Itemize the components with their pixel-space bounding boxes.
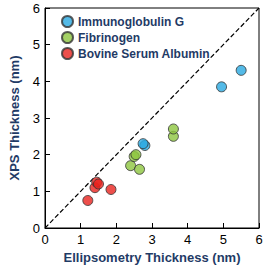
svg-text:3: 3 — [148, 232, 155, 247]
svg-text:1: 1 — [33, 184, 40, 199]
svg-text:3: 3 — [33, 111, 40, 126]
svg-text:0: 0 — [41, 232, 48, 247]
svg-text:2: 2 — [33, 147, 40, 162]
svg-text:1: 1 — [77, 232, 84, 247]
svg-text:5: 5 — [33, 37, 40, 52]
svg-text:Immunoglobulin G: Immunoglobulin G — [78, 15, 184, 29]
svg-text:5: 5 — [220, 232, 227, 247]
svg-text:Bovine Serum Albumin: Bovine Serum Albumin — [78, 47, 210, 61]
svg-text:Fibrinogen: Fibrinogen — [78, 31, 140, 45]
svg-text:6: 6 — [255, 232, 262, 247]
svg-text:0: 0 — [33, 221, 40, 236]
svg-text:XPS Thickness (nm): XPS Thickness (nm) — [7, 56, 22, 181]
svg-text:4: 4 — [33, 74, 40, 89]
svg-text:2: 2 — [113, 232, 120, 247]
svg-text:6: 6 — [33, 1, 40, 16]
svg-text:Ellipsometry Thickness (nm): Ellipsometry Thickness (nm) — [64, 250, 241, 265]
svg-text:4: 4 — [184, 232, 191, 247]
